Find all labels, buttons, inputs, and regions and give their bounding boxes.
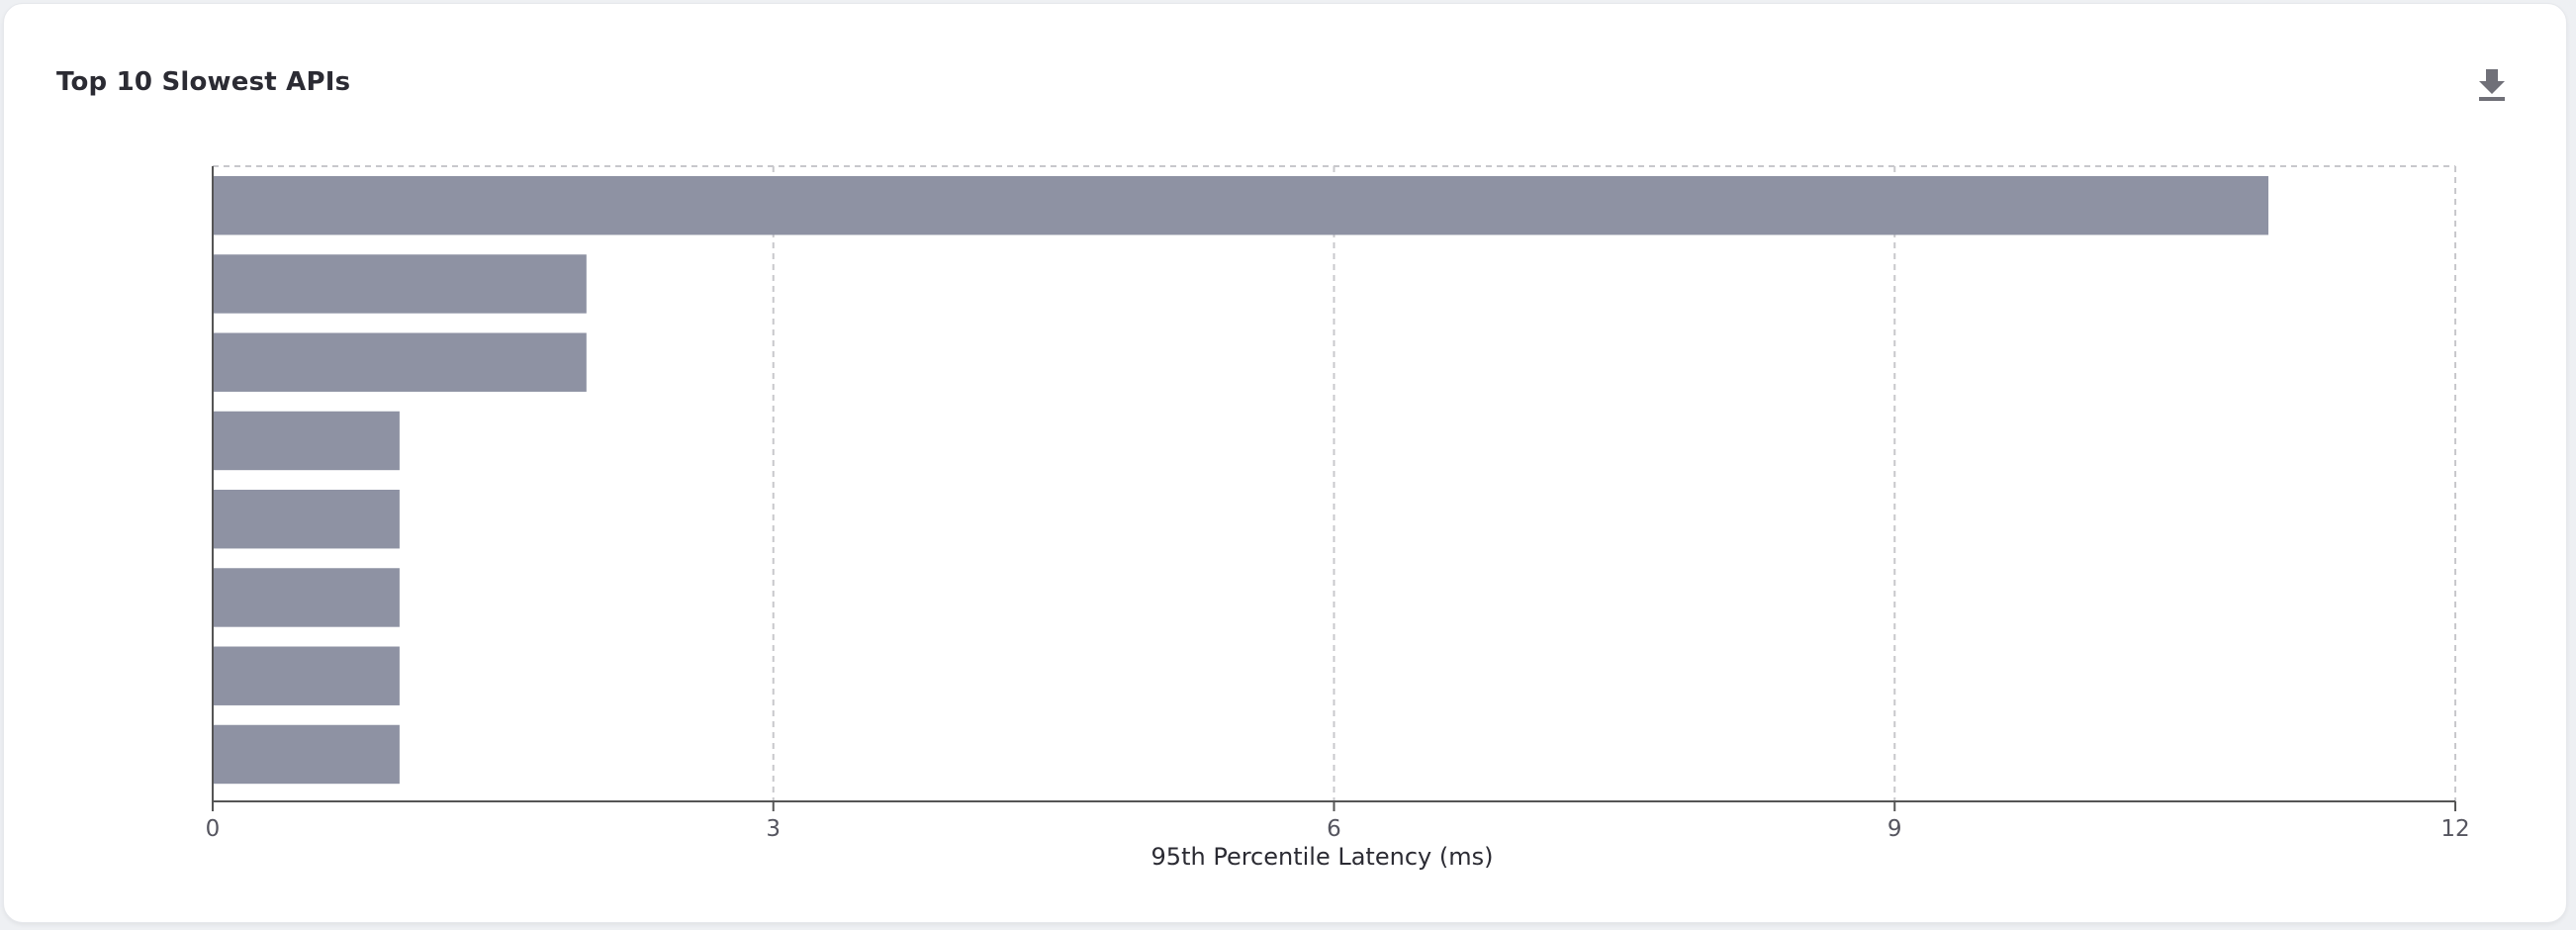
download-icon <box>2479 69 2505 101</box>
tick-labels: 0 3 6 9 12 <box>206 816 2470 842</box>
x-tick-label: 3 <box>766 816 781 842</box>
x-axis-title: 95th Percentile Latency (ms) <box>1151 843 1494 871</box>
grid-lines <box>213 165 2456 801</box>
bar <box>213 724 400 785</box>
bars <box>213 176 2269 785</box>
chart-card: Top 10 Slowest APIs <box>3 3 2567 923</box>
bar <box>213 568 400 627</box>
download-button[interactable] <box>2472 63 2512 103</box>
axes <box>212 166 2456 811</box>
bar <box>213 176 2269 235</box>
chart-title: Top 10 Slowest APIs <box>56 67 351 97</box>
x-tick-label: 12 <box>2440 816 2469 842</box>
x-tick-label: 6 <box>1327 816 1341 842</box>
bar <box>213 646 400 705</box>
bar <box>213 332 587 392</box>
x-tick-label: 9 <box>1887 816 1902 842</box>
bar <box>213 411 400 471</box>
bar <box>213 254 587 314</box>
bar <box>213 490 400 549</box>
x-tick-label: 0 <box>206 816 221 842</box>
